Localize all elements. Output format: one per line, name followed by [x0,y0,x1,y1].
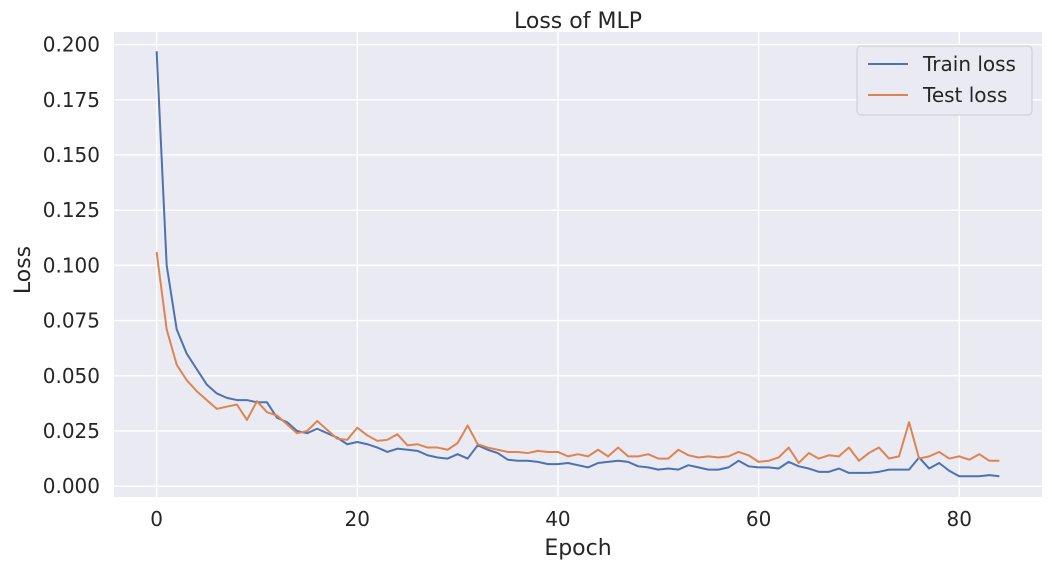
y-tick-label: 0.100 [43,253,100,277]
x-tick-label: 60 [746,507,771,531]
y-tick-label: 0.050 [43,364,100,388]
x-tick-label: 0 [150,507,163,531]
chart-title: Loss of MLP [514,9,642,34]
y-tick-label: 0.075 [43,309,100,333]
y-axis-label: Loss [11,246,36,294]
y-tick-label: 0.150 [43,143,100,167]
y-tick-label: 0.175 [43,88,100,112]
series-layer [155,51,1000,478]
x-axis-label: Epoch [544,536,611,561]
legend-label-test-loss: Test loss [922,83,1007,107]
grid-lines [114,32,1042,497]
x-tick-label: 20 [345,507,370,531]
y-tick-labels: 0.000 0.025 0.050 0.075 0.100 0.125 0.150 0.175… [43,33,100,499]
y-tick-label: 0.200 [43,33,100,57]
series-line-train-loss [155,51,1000,478]
series-line-test-loss [155,252,1000,464]
y-tick-label: 0.025 [43,419,100,443]
y-tick-label: 0.000 [43,474,100,498]
y-tick-label: 0.125 [43,198,100,222]
legend: Train loss Test loss [856,45,1033,116]
x-tick-label: 40 [545,507,570,531]
x-tick-label: 80 [947,507,972,531]
legend-label-train-loss: Train loss [922,52,1016,76]
x-tick-labels: 0 20 40 60 80 [150,507,972,531]
